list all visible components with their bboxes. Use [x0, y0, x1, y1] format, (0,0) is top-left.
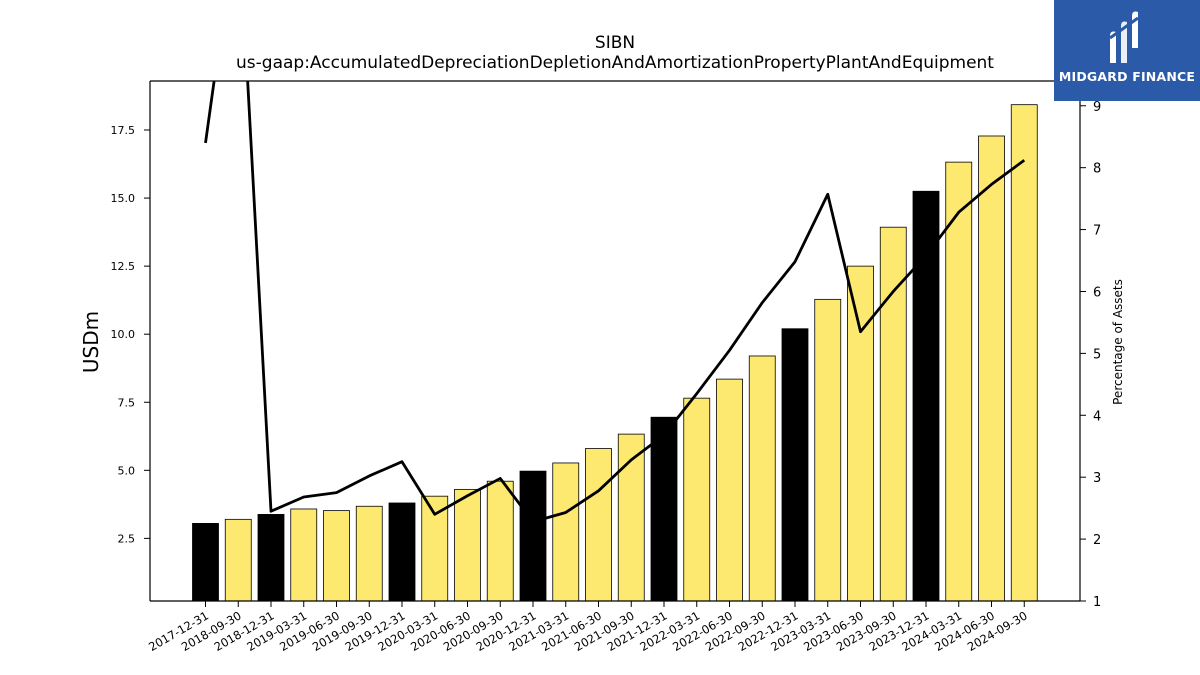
bar-2019-09-30 — [355, 505, 383, 602]
y-tick-label: 5.0 — [118, 464, 136, 477]
bar-2022-06-30 — [716, 378, 743, 602]
percentage-line — [204, 81, 1026, 524]
y2-tick-label: 7 — [1093, 224, 1101, 239]
bar-2022-12-31 — [781, 328, 809, 602]
bar-2019-12-31 — [388, 502, 416, 602]
bar-2024-09-30 — [1010, 104, 1038, 602]
bar-2018-09-30 — [224, 518, 252, 602]
y2-axis-label: Percentage of Assets — [1111, 279, 1125, 405]
bar-2019-06-30 — [323, 510, 350, 602]
y-tick-label: 17.5 — [111, 124, 136, 137]
y-tick-label: 12.5 — [111, 260, 136, 273]
bar-2023-12-31 — [912, 190, 940, 602]
y2-tick-label: 1 — [1093, 595, 1101, 610]
bar-2021-03-31 — [552, 462, 580, 602]
bar-2021-09-30 — [617, 433, 645, 602]
midgard-logo-icon — [1109, 11, 1139, 63]
y-tick-label: 7.5 — [118, 396, 136, 409]
y-tick-label: 15.0 — [111, 192, 136, 205]
y2-tick-label: 4 — [1093, 409, 1101, 424]
bar-2021-12-31 — [650, 416, 678, 602]
bar-2020-06-30 — [454, 488, 481, 602]
y2-tick-label: 2 — [1093, 533, 1101, 548]
y2-tick-label: 8 — [1093, 162, 1101, 177]
bar-2024-06-30 — [978, 135, 1005, 602]
bar-2020-09-30 — [486, 480, 514, 602]
bar-2017-12-31 — [192, 523, 219, 602]
bar-2022-09-30 — [748, 355, 776, 602]
bar-2021-06-30 — [585, 448, 612, 602]
y-tick-label: 2.5 — [118, 532, 136, 545]
y2-tick-label: 9 — [1093, 100, 1101, 115]
chart-title: SIBN — [595, 33, 635, 53]
y2-tick-label: 5 — [1093, 347, 1101, 362]
bar-2019-03-31 — [290, 508, 318, 602]
bar-2024-03-31 — [945, 161, 973, 602]
y2-tick-label: 6 — [1093, 285, 1101, 300]
brand-name: MIDGARD FINANCE — [1058, 69, 1196, 84]
bar-2023-06-30 — [847, 265, 874, 602]
brand-logo: MIDGARD FINANCE — [1054, 0, 1200, 101]
bar-2022-03-31 — [683, 397, 711, 602]
bar-2020-12-31 — [519, 470, 547, 602]
chart-subtitle: us-gaap:AccumulatedDepreciationDepletion… — [236, 53, 994, 73]
y-axis-label: USDm — [79, 311, 103, 373]
y-tick-label: 10.0 — [111, 328, 136, 341]
y2-tick-label: 3 — [1093, 471, 1101, 486]
bar-2018-12-31 — [257, 514, 285, 602]
bar-2023-03-31 — [814, 298, 842, 602]
